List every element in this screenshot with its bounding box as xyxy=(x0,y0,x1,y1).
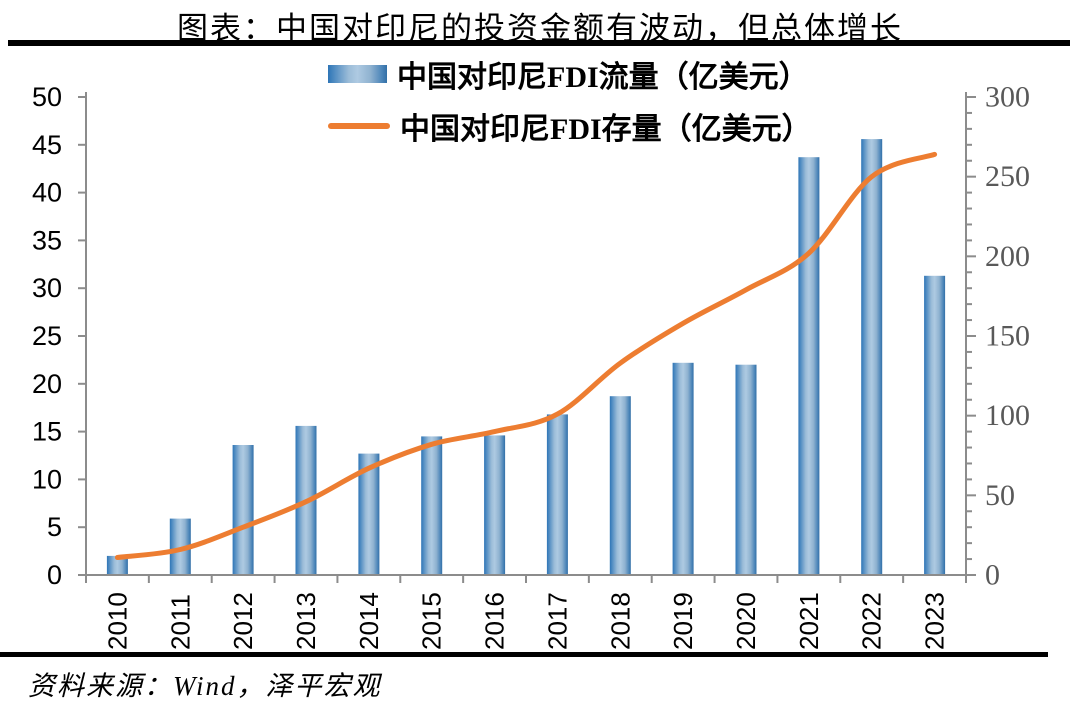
right-tick-label: 100 xyxy=(985,399,1030,432)
year-label-2013: 2013 xyxy=(291,592,321,650)
left-tick-label: 35 xyxy=(32,225,62,255)
legend-item-stock: 中国对印尼FDI存量（亿美元） xyxy=(328,108,812,146)
legend: 中国对印尼FDI流量（亿美元） 中国对印尼FDI存量（亿美元） xyxy=(328,56,812,160)
left-tick-label: 30 xyxy=(32,273,62,303)
bar-2019 xyxy=(672,362,694,575)
x-axis xyxy=(85,574,967,583)
year-label-2021: 2021 xyxy=(794,592,824,650)
bar-series-swatch xyxy=(328,65,387,83)
year-label-2018: 2018 xyxy=(605,592,635,650)
year-label-2022: 2022 xyxy=(857,592,887,650)
year-label-2015: 2015 xyxy=(417,592,447,650)
year-label-2019: 2019 xyxy=(668,592,698,650)
bars-series xyxy=(106,139,946,575)
legend-label-flow: 中国对印尼FDI流量（亿美元） xyxy=(397,61,809,94)
bottom-divider xyxy=(0,652,1048,657)
bar-2021 xyxy=(798,157,820,575)
line-series-swatch xyxy=(328,123,390,129)
left-tick-label: 25 xyxy=(32,321,62,351)
top-divider xyxy=(8,40,1070,46)
bar-2016 xyxy=(484,435,506,575)
bar-2010 xyxy=(106,555,128,575)
year-label-2020: 2020 xyxy=(731,592,761,650)
left-tick-label: 10 xyxy=(32,464,62,494)
left-axis: 0 5 10 15 20 25 30 35 40 45 50 xyxy=(32,82,87,590)
right-tick-label: 200 xyxy=(985,240,1030,273)
bar-2015 xyxy=(421,436,443,575)
bar-2011 xyxy=(169,518,191,575)
bar-2014 xyxy=(358,453,380,575)
stock-line-path xyxy=(114,151,938,560)
source-note: 资料来源：Wind，泽平宏观 xyxy=(28,671,382,701)
year-labels: 2010 2011 2012 2013 2014 2015 2016 2017 2018 2019… xyxy=(102,592,949,650)
right-tick-label: 150 xyxy=(985,320,1030,353)
year-label-2023: 2023 xyxy=(920,592,950,650)
bar-2012 xyxy=(232,445,254,575)
left-tick-label: 15 xyxy=(32,417,62,447)
year-label-2010: 2010 xyxy=(102,592,132,650)
right-tick-label: 50 xyxy=(985,479,1015,512)
legend-label-stock: 中国对印尼FDI存量（亿美元） xyxy=(400,113,812,146)
bar-2023 xyxy=(924,275,946,575)
left-tick-label: 20 xyxy=(32,369,62,399)
right-tick-label: 300 xyxy=(985,81,1030,114)
left-tick-label: 45 xyxy=(32,130,62,160)
year-label-2014: 2014 xyxy=(354,592,384,650)
right-axis: 0 50 100 150 200 250 300 xyxy=(965,81,1030,592)
left-tick-label: 50 xyxy=(32,82,62,112)
year-label-2012: 2012 xyxy=(228,592,258,650)
bar-2020 xyxy=(735,364,757,575)
left-tick-label: 0 xyxy=(47,560,62,590)
left-tick-label: 40 xyxy=(32,178,62,208)
right-tick-label: 0 xyxy=(985,559,1000,592)
year-label-2017: 2017 xyxy=(542,592,572,650)
left-tick-label: 5 xyxy=(47,512,62,542)
year-label-2011: 2011 xyxy=(165,594,195,650)
legend-item-flow: 中国对印尼FDI流量（亿美元） xyxy=(328,56,812,94)
stock-line xyxy=(114,151,938,560)
bar-2022 xyxy=(861,139,883,575)
right-tick-label: 250 xyxy=(985,160,1030,193)
bar-2018 xyxy=(609,396,631,575)
year-label-2016: 2016 xyxy=(480,592,510,650)
bar-2017 xyxy=(546,414,568,575)
